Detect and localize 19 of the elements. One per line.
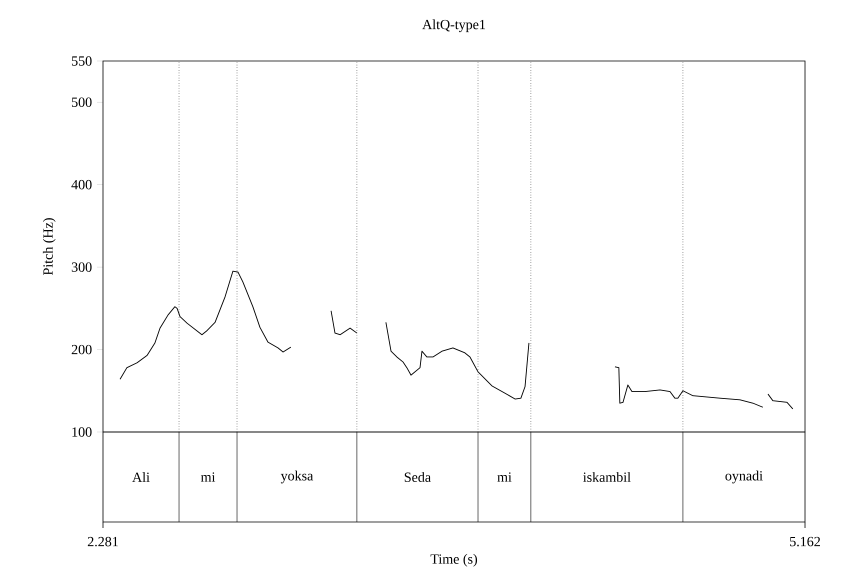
x-axis-title: Time (s): [430, 554, 478, 567]
text: oynadi: [725, 470, 763, 484]
text: yoksa: [280, 470, 314, 484]
y-tick-label: 200: [72, 344, 92, 354]
line-series: [768, 394, 794, 410]
text: iskambil: [583, 472, 631, 482]
text: Seda: [404, 472, 431, 482]
chart-title: AltQ-type1: [422, 19, 486, 32]
y-axis-title: Pitch (Hz): [42, 218, 56, 276]
text: mi: [200, 472, 216, 482]
x-tick-label: 5.162: [790, 536, 820, 546]
y-tick-label: 550: [72, 56, 92, 66]
text: mi: [497, 472, 512, 482]
y-tick-label: 100: [72, 427, 92, 437]
y-tick-label: 500: [72, 97, 92, 107]
text: Ali: [132, 472, 150, 482]
y-tick-label: 300: [72, 262, 92, 272]
x-tick-label: 2.281: [88, 536, 118, 546]
y-tick-label: 400: [71, 180, 92, 190]
